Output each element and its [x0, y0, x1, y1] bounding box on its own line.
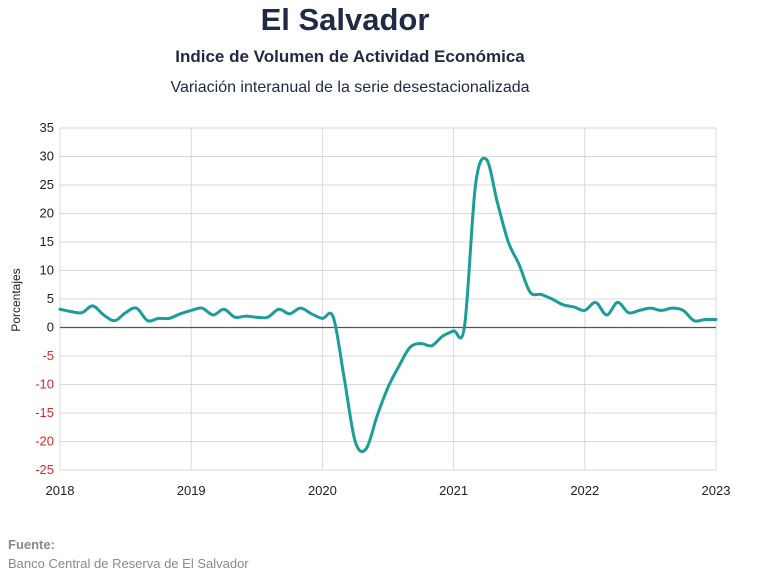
data-point: [463, 325, 465, 327]
data-point: [92, 305, 94, 307]
data-point: [81, 311, 83, 313]
data-point: [114, 319, 116, 321]
data-point: [649, 307, 651, 309]
data-point: [190, 309, 192, 311]
y-tick-label: 10: [40, 263, 54, 278]
data-point: [452, 330, 454, 332]
data-point: [135, 307, 137, 309]
x-tick-label: 2021: [439, 483, 468, 498]
data-point: [430, 345, 432, 347]
y-tick-label: -15: [35, 405, 54, 420]
series-layer: [58, 156, 718, 453]
data-point: [223, 308, 225, 310]
data-point: [168, 317, 170, 319]
data-point: [179, 313, 181, 315]
y-axis-label: Porcentajes: [9, 268, 23, 331]
data-point: [234, 316, 236, 318]
data-point: [365, 448, 367, 450]
data-point: [387, 386, 389, 388]
data-point: [299, 307, 301, 309]
data-point: [376, 415, 378, 417]
data-point: [627, 311, 629, 313]
data-point: [310, 313, 312, 315]
data-point: [518, 264, 520, 266]
chart-title: El Salvador: [260, 2, 430, 37]
chart-subtitle: Indice de Volumen de Actividad Económica: [175, 47, 525, 66]
y-tick-label: 15: [40, 234, 54, 249]
data-point: [551, 298, 553, 300]
y-axis-ticks: 35 30 25 20 15 10 5 0 -5 -10 -15 -20 -25: [35, 120, 54, 477]
data-point: [573, 306, 575, 308]
data-point: [102, 314, 104, 316]
data-point: [343, 378, 345, 380]
series-line: [58, 156, 718, 453]
y-tick-label: -25: [35, 462, 54, 477]
y-tick-label: 5: [47, 291, 54, 306]
data-point: [321, 317, 323, 319]
y-tick-label: 20: [40, 206, 54, 221]
data-point: [715, 318, 717, 320]
data-point: [606, 314, 608, 316]
y-tick-label: 35: [40, 120, 54, 135]
data-point: [59, 308, 61, 310]
x-tick-label: 2020: [308, 483, 337, 498]
data-point: [704, 318, 706, 320]
data-point: [474, 184, 476, 186]
y-tick-label: -5: [42, 348, 54, 363]
source-label: Fuente:: [8, 537, 55, 552]
data-point: [288, 313, 290, 315]
x-tick-label: 2019: [177, 483, 206, 498]
data-point: [278, 308, 280, 310]
y-tick-label: 0: [47, 320, 54, 335]
data-point: [146, 319, 148, 321]
x-tick-label: 2018: [46, 483, 75, 498]
data-point: [616, 301, 618, 303]
data-point: [693, 319, 695, 321]
data-point: [245, 315, 247, 317]
y-tick-label: -20: [35, 434, 54, 449]
data-point: [124, 311, 126, 313]
data-point: [638, 309, 640, 311]
y-tick-label: 25: [40, 177, 54, 192]
data-point: [70, 310, 72, 312]
data-point: [529, 291, 531, 293]
data-point: [256, 316, 258, 318]
y-tick-label: 30: [40, 149, 54, 164]
data-point: [266, 316, 268, 318]
data-point: [420, 342, 422, 344]
data-point: [584, 309, 586, 311]
data-point: [682, 309, 684, 311]
data-point: [212, 314, 214, 316]
y-tick-label: -10: [35, 377, 54, 392]
source-text: Banco Central de Reserva de El Salvador: [8, 556, 249, 571]
data-point: [660, 309, 662, 311]
data-point: [562, 304, 564, 306]
data-point: [485, 158, 487, 160]
x-tick-label: 2022: [570, 483, 599, 498]
data-point: [332, 316, 334, 318]
data-point: [354, 440, 356, 442]
grid-lines: [59, 127, 717, 471]
data-point: [671, 307, 673, 309]
data-point: [540, 293, 542, 295]
x-tick-label: 2023: [702, 483, 731, 498]
x-axis-ticks: 2018 2019 2020 2021 2022 2023: [46, 483, 731, 498]
data-point: [157, 317, 159, 319]
data-point: [398, 365, 400, 367]
data-point: [409, 346, 411, 348]
data-point: [507, 241, 509, 243]
data-point: [201, 307, 203, 309]
data-point: [496, 201, 498, 203]
data-point: [594, 301, 596, 303]
chart-subtitle-secondary: Variación interanual de la serie desesta…: [170, 79, 530, 96]
data-point: [442, 335, 444, 337]
line-chart: 35 30 25 20 15 10 5 0 -5 -10 -15 -20 -25 2018 2019 202…: [9, 120, 731, 498]
